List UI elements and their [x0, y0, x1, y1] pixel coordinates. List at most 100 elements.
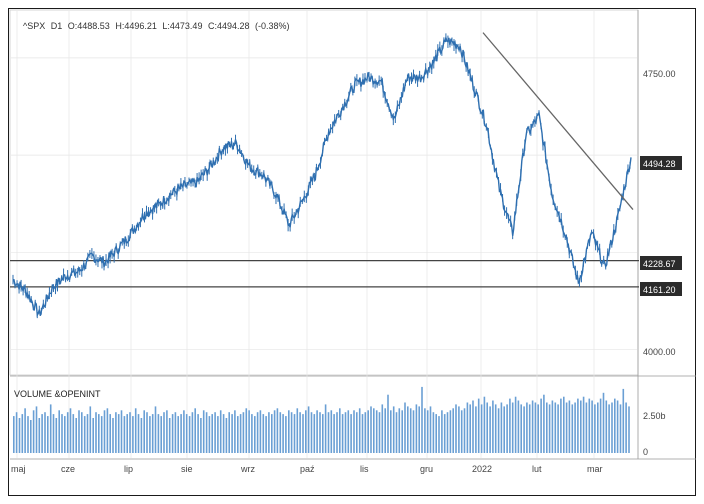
volume-bar	[477, 398, 480, 453]
volume-bar	[163, 412, 165, 453]
volume-bar	[387, 394, 389, 453]
support-level-label-1: 4228.67	[643, 259, 676, 269]
volume-bar	[44, 412, 46, 453]
volume-bar	[35, 406, 38, 453]
close-value: C:4494.28	[208, 21, 250, 31]
trendline-resistance[interactable]	[482, 32, 634, 210]
volume-bar	[458, 406, 460, 453]
volume-bar	[463, 408, 466, 453]
trendline[interactable]	[482, 32, 634, 210]
volume-bar	[543, 394, 545, 453]
volume-bar	[591, 400, 593, 453]
price-series	[12, 33, 632, 319]
volume-bar	[347, 410, 350, 453]
volume-bar	[219, 410, 222, 453]
volume-panel-title: VOLUME &OPENINT	[14, 389, 101, 399]
volume-bar	[245, 408, 248, 453]
volume-bar	[489, 406, 491, 453]
volume-bar	[49, 404, 52, 453]
volume-bar	[146, 412, 148, 453]
volume-axis-label-0: 0	[643, 447, 648, 457]
volume-bar	[259, 410, 262, 453]
volume-bar	[330, 410, 333, 453]
volume-bar	[616, 400, 619, 453]
volume-bar	[75, 418, 77, 453]
volume-bar	[129, 412, 131, 453]
volume-bar	[441, 410, 443, 453]
stock-chart[interactable]: ^SPX D1 O:4488.53 H:4496.21 L:4473.49 C:…	[9, 9, 697, 497]
volume-bar	[293, 414, 296, 453]
volume-bar	[112, 418, 114, 453]
volume-bar	[168, 418, 171, 453]
volume-bar	[30, 420, 32, 453]
volume-bar	[120, 410, 123, 453]
last-price-label: 4494.28	[643, 159, 676, 169]
volume-bar	[217, 416, 219, 453]
ohlc-header: ^SPX D1 O:4488.53 H:4496.21 L:4473.49 C:…	[23, 21, 290, 31]
volume-bar	[183, 410, 185, 453]
volume-bar	[100, 416, 103, 453]
volume-bar	[268, 412, 270, 453]
volume-bar	[619, 404, 622, 453]
volume-bar	[395, 412, 398, 453]
volume-bar	[276, 408, 279, 453]
volume-bar	[557, 404, 559, 453]
volume-bar	[563, 396, 565, 453]
volume-bar	[432, 412, 435, 453]
volume-bar	[103, 410, 106, 453]
volume-bar	[324, 404, 327, 453]
volume-bar	[588, 398, 591, 453]
volume-bar	[288, 410, 290, 453]
time-axis-label-sie: sie	[181, 464, 193, 474]
volume-bar	[560, 398, 562, 453]
volume-bar	[92, 418, 94, 453]
volume-bar	[378, 412, 381, 453]
volume-bar	[381, 404, 384, 453]
volume-bar	[531, 400, 534, 453]
volume-bar	[622, 388, 625, 453]
volume-bar	[117, 414, 120, 453]
volume-bar	[242, 412, 245, 453]
volume-bar	[486, 402, 488, 453]
volume-bar	[455, 404, 457, 453]
volume-bar	[404, 402, 406, 453]
volume-bar	[143, 410, 145, 453]
volume-bar	[214, 412, 216, 453]
volume-bar	[166, 410, 168, 453]
volume-bar	[384, 408, 386, 453]
volume-bar	[466, 402, 469, 453]
volume-bar	[336, 412, 338, 453]
volume-bar	[194, 408, 196, 453]
time-axis-label-2022: 2022	[472, 464, 492, 474]
volume-bar	[415, 404, 418, 453]
volume-bar	[151, 414, 154, 453]
volume-bar	[327, 412, 330, 453]
grid-lines	[11, 11, 637, 458]
time-axis-label-lis: lis	[360, 464, 369, 474]
volume-bar	[174, 412, 177, 453]
support-level-box-2	[640, 282, 682, 296]
volume-bar	[61, 414, 63, 453]
volume-bar	[500, 402, 503, 453]
volume-bar	[594, 404, 596, 453]
time-axis-label-cze: cze	[61, 464, 75, 474]
volume-bar	[254, 416, 256, 453]
volume-bar	[319, 412, 321, 453]
volume-bar	[296, 408, 299, 453]
volume-bar	[285, 416, 287, 453]
volume-bar	[475, 406, 477, 453]
volume-bar	[55, 418, 58, 453]
volume-bar	[460, 410, 463, 453]
volume-bar	[134, 408, 137, 453]
volume-bar	[271, 414, 273, 453]
volume-bar	[551, 400, 554, 453]
volume-bar	[78, 410, 80, 453]
volume-bar	[157, 414, 160, 453]
volume-bar	[503, 406, 505, 453]
volume-bar	[602, 392, 605, 453]
volume-bar	[534, 402, 537, 453]
volume-bar	[185, 414, 188, 453]
volume-bar	[574, 402, 576, 453]
volume-bar	[251, 414, 253, 453]
symbol-label: ^SPX	[23, 21, 45, 31]
